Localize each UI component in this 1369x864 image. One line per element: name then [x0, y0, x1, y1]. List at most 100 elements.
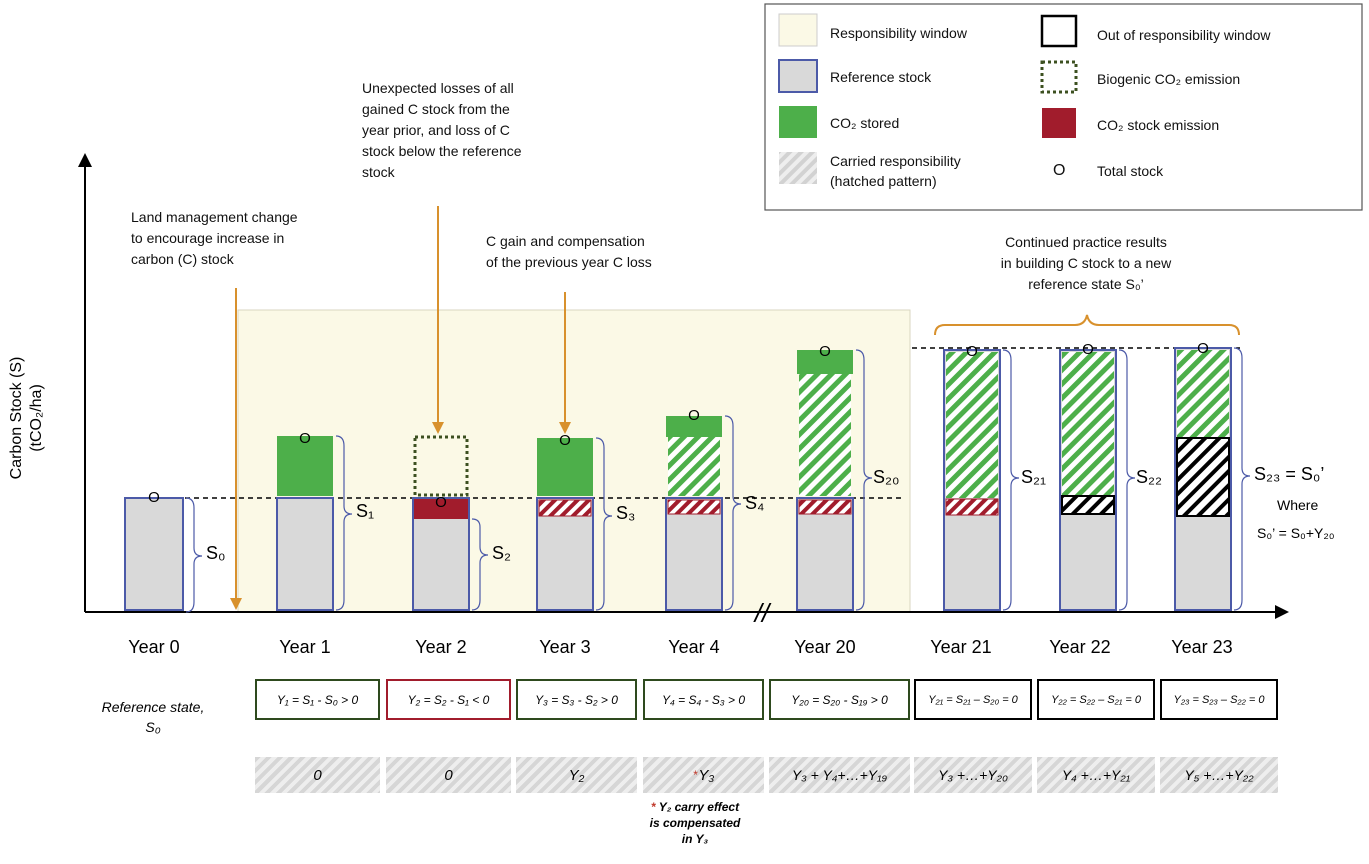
carried-year4-value: Y₃: [698, 766, 715, 784]
legend-carried-1: Carried responsibility: [830, 153, 961, 169]
equation-year1: Y₁ = S₁ - S₀ > 0: [255, 679, 380, 720]
carried-year22: Y₄ +…+Y₂₁: [1037, 757, 1155, 793]
annotation-land-management: Land management change to encourage incr…: [131, 207, 371, 270]
bar-year1-stored: [277, 436, 333, 496]
annotation-line: year prior, and loss of C: [362, 122, 510, 138]
legend-swatch-stored: [779, 106, 817, 138]
carried-year1: 0: [255, 757, 380, 793]
bar-year2-biogenic-emission: [413, 435, 469, 497]
equation-year4: Y₄ = S₄ - S₃ > 0: [643, 679, 764, 720]
stock-label-s23: S₂₃ = S₀’: [1254, 464, 1325, 484]
bar-year3-stored: [537, 438, 593, 496]
footnote-text: in Y₃: [681, 832, 709, 846]
bar-year2-stock-emission: [414, 499, 468, 519]
total-stock-marker: O: [966, 343, 978, 360]
footnote-line1: * Y₂ carry effect: [630, 799, 760, 815]
bar-year4-stored: [666, 416, 722, 437]
total-stock-marker: O: [559, 432, 571, 449]
brace-year4: [724, 415, 742, 611]
equation-year3: Y₃ = S₃ - S₂ > 0: [516, 679, 637, 720]
bar-year21-carried-green: [946, 352, 998, 498]
footnote: * Y₂ carry effect is compensated in Y₃: [630, 799, 760, 847]
year-label-22: Year 22: [1049, 637, 1111, 657]
annotation-line: Land management change: [131, 209, 298, 225]
legend-swatch-responsibility: [778, 13, 818, 47]
legend-stock-emission: CO₂ stock emission: [1097, 117, 1220, 133]
year-label-23: Year 23: [1171, 637, 1233, 657]
bar-year3-carried-red: [538, 499, 592, 517]
stock-label-s20: S₂₀: [873, 467, 900, 487]
brace-year1: [335, 435, 353, 611]
bar-year20-reference: [796, 497, 854, 611]
carried-year4: * Y₃: [643, 757, 764, 793]
where-equation: S₀’ = S₀+Y₂₀: [1257, 525, 1335, 541]
legend-swatch-stock-emission: [1042, 108, 1076, 138]
carried-year21: Y₃ +…+Y₂₀: [914, 757, 1032, 793]
footnote-text: is compensated: [649, 816, 741, 830]
annotation-continued: Continued practice results in building C…: [946, 232, 1226, 295]
brace-year3: [595, 437, 613, 611]
annotation-line: carbon (C) stock: [131, 251, 234, 267]
total-stock-marker: O: [819, 343, 831, 360]
bar-year22-out-of-window: [1061, 495, 1115, 515]
legend-reference-stock: Reference stock: [830, 69, 932, 85]
year-label-21: Year 21: [930, 637, 992, 657]
bar-year23-out-of-window: [1176, 437, 1230, 517]
annotation-line: stock below the reference: [362, 143, 522, 159]
year-label-3: Year 3: [539, 637, 591, 657]
legend-total-stock-symbol: O: [1053, 162, 1066, 179]
annotation-line: reference state S₀’: [1028, 276, 1144, 292]
stock-label-s1: S₁: [356, 501, 375, 521]
y-axis-label-line2: (tCO₂/ha): [28, 384, 45, 452]
equation-year22: Y₂₂ = S₂₂ – S₂₁ = 0: [1037, 679, 1155, 720]
annotation-line: Continued practice results: [1005, 234, 1167, 250]
annotation-line: to encourage increase in: [131, 230, 285, 246]
annotation-line: gained C stock from the: [362, 101, 510, 117]
bar-year20-carried-green: [799, 374, 851, 496]
brace-year22: [1118, 349, 1136, 611]
legend-swatch-biogenic: [1040, 60, 1078, 94]
bar-year3-reference: [536, 497, 594, 611]
legend-out-of-window: Out of responsibility window: [1097, 27, 1271, 43]
where-label: Where: [1277, 497, 1319, 513]
bar-year4-carried-red: [667, 499, 721, 515]
reference-state-label: Reference state, S₀: [82, 697, 224, 737]
stock-label-s3: S₃: [616, 503, 636, 523]
brace-year21: [1002, 349, 1020, 611]
bar-year4-reference: [665, 497, 723, 611]
stock-label-s22: S₂₂: [1136, 467, 1162, 487]
stock-label-s4: S₄: [745, 493, 765, 513]
brace-year23: [1233, 347, 1251, 611]
bar-year21-carried-red: [945, 498, 999, 516]
annotation-line: Unexpected losses of all: [362, 80, 514, 96]
footnote-text: Y₂ carry effect: [658, 800, 740, 814]
year-label-0: Year 0: [128, 637, 180, 657]
carried-year20: Y₃ + Y₄+…+Y₁₉: [769, 757, 910, 793]
reference-state-line: Reference state,: [101, 699, 205, 715]
total-stock-marker: O: [435, 494, 447, 511]
annotation-line: C gain and compensation: [486, 233, 645, 249]
carried-star: *: [692, 768, 698, 782]
total-stock-marker: O: [299, 430, 311, 447]
year-label-20: Year 20: [794, 637, 856, 657]
annotation-losses: Unexpected losses of all gained C stock …: [362, 78, 577, 183]
year-label-2: Year 2: [415, 637, 467, 657]
axis-break: //: [753, 598, 772, 628]
total-stock-marker: O: [1082, 341, 1094, 358]
brace-year2: [471, 518, 489, 611]
annotation-line: stock: [362, 164, 395, 180]
carried-year2: 0: [386, 757, 511, 793]
bar-year1-reference: [276, 497, 334, 611]
bar-year20-carried-red: [798, 499, 852, 515]
year-label-4: Year 4: [668, 637, 720, 657]
stock-label-s2: S₂: [492, 543, 511, 563]
bar-year4-carried-green: [668, 437, 720, 496]
annotation-line: of the previous year C loss: [486, 254, 652, 270]
brace-year20: [855, 349, 873, 611]
annotation-line: in building C stock to a new: [1000, 255, 1172, 271]
reference-state-line: S₀: [145, 719, 161, 735]
brace-continued-practice: [934, 314, 1240, 336]
legend-total-stock: Total stock: [1097, 163, 1164, 179]
